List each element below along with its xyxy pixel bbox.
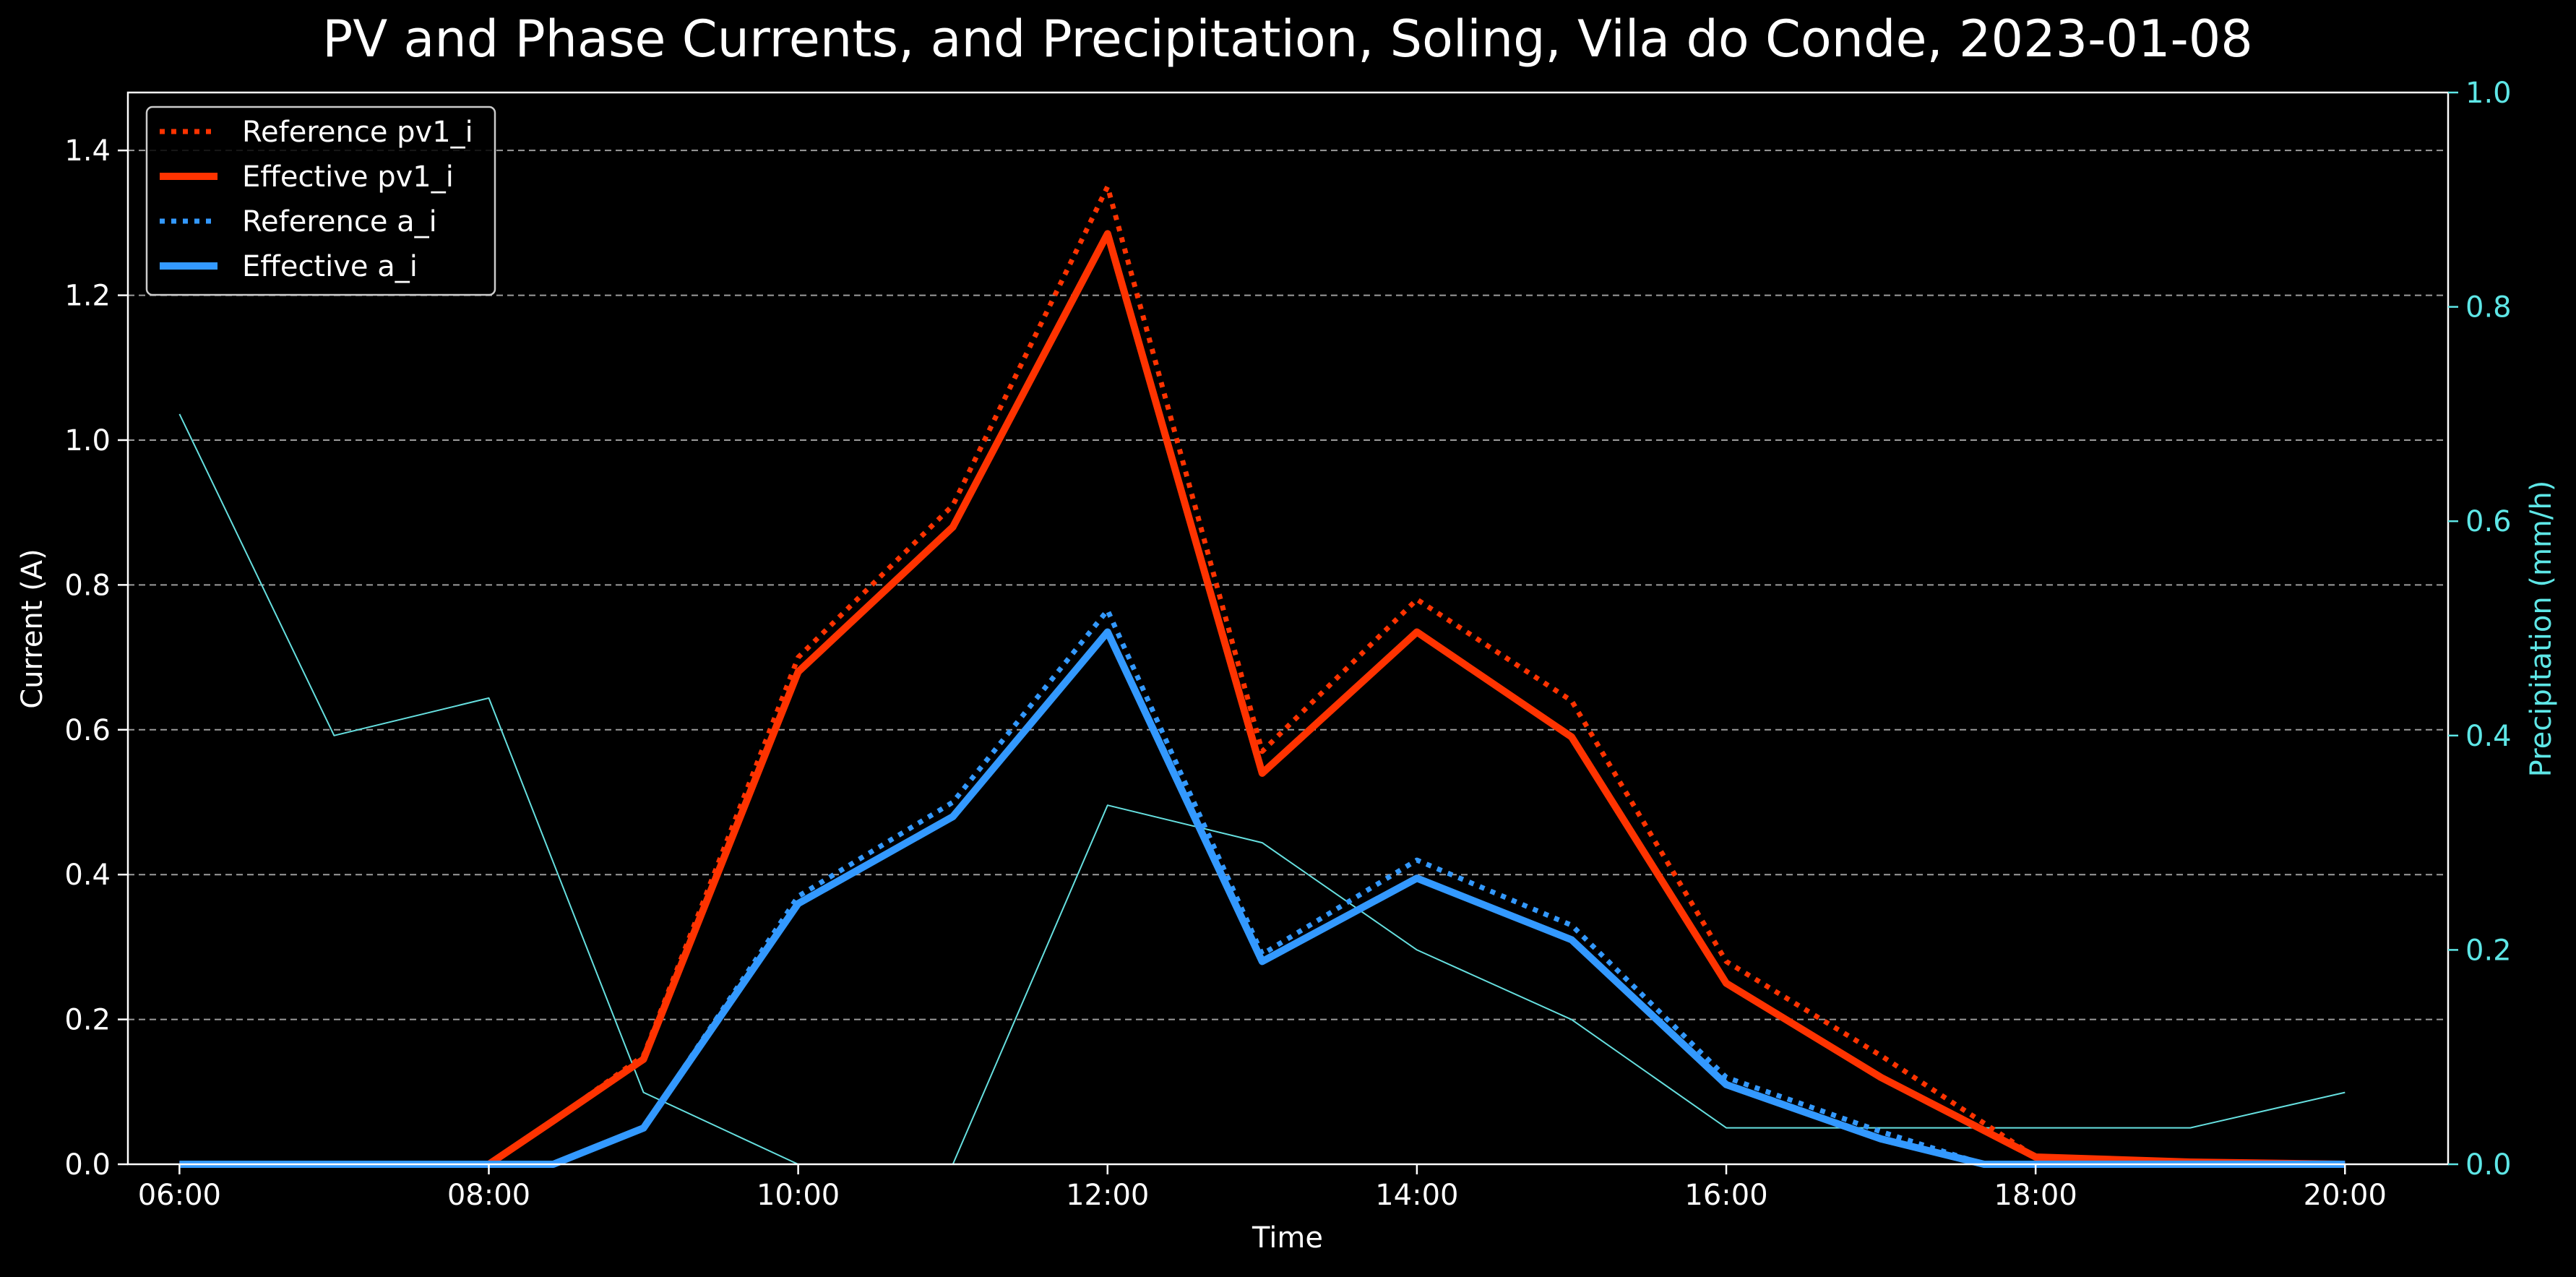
y2-tick-label: 0.8 [2465,291,2512,324]
legend: Reference pv1_i Effective pv1_i Reference … [145,106,496,296]
y-tick-label: 0.8 [64,569,111,602]
series-line [179,230,2345,1168]
x-tick-label: 06:00 [138,1179,221,1212]
y-tick-label: 0.2 [64,1004,111,1037]
x-tick-label: 14:00 [1375,1179,1458,1212]
plot-frame [126,91,2450,1166]
x-tick-label: 18:00 [1994,1179,2077,1212]
x-axis-label: Time [1252,1221,1323,1255]
x-tick-label: 08:00 [447,1179,530,1212]
legend-box [145,106,496,296]
y-axis-ticks: 0.0 0.2 0.4 0.6 0.8 1.0 1.2 1.4 [64,134,128,1182]
y2-axis-ticks: 0.0 0.2 0.4 0.6 0.8 1.0 [2448,77,2512,1182]
x-axis-ticks: 06:00 08:00 10:00 12:00 14:00 16:00 18:00 20:00 [138,1164,2387,1212]
series-line [179,184,2345,1167]
y2-tick-label: 0.0 [2465,1148,2512,1182]
x-tick-label: 10:00 [757,1179,840,1212]
x-tick-label: 20:00 [2304,1179,2387,1212]
y2-tick-label: 1.0 [2465,77,2512,110]
y-tick-label: 1.4 [64,134,111,168]
series-layer [178,184,2345,1168]
y-tick-label: 1.2 [64,280,111,313]
grid-lines [128,150,2448,1020]
y-axis-label: Current (A) [16,549,49,709]
y-tick-label: 1.0 [64,424,111,457]
chart-title: PV and Phase Currents, and Precipitation… [322,9,2253,69]
series-line [179,628,2345,1168]
legend-label: Reference a_i [242,205,437,238]
y2-tick-label: 0.4 [2465,720,2512,753]
y2-tick-label: 0.6 [2465,505,2512,538]
y-tick-label: 0.4 [64,859,111,892]
legend-label: Effective a_i [242,250,418,283]
y-tick-label: 0.6 [64,714,111,747]
y2-axis-label: Precipitation (mm/h) [2525,481,2558,778]
y2-tick-label: 0.2 [2465,934,2512,967]
legend-label: Effective pv1_i [242,160,454,194]
x-tick-label: 12:00 [1066,1179,1149,1212]
x-tick-label: 16:00 [1684,1179,1767,1212]
y-tick-label: 0.0 [64,1148,111,1182]
legend-label: Reference pv1_i [242,116,473,149]
